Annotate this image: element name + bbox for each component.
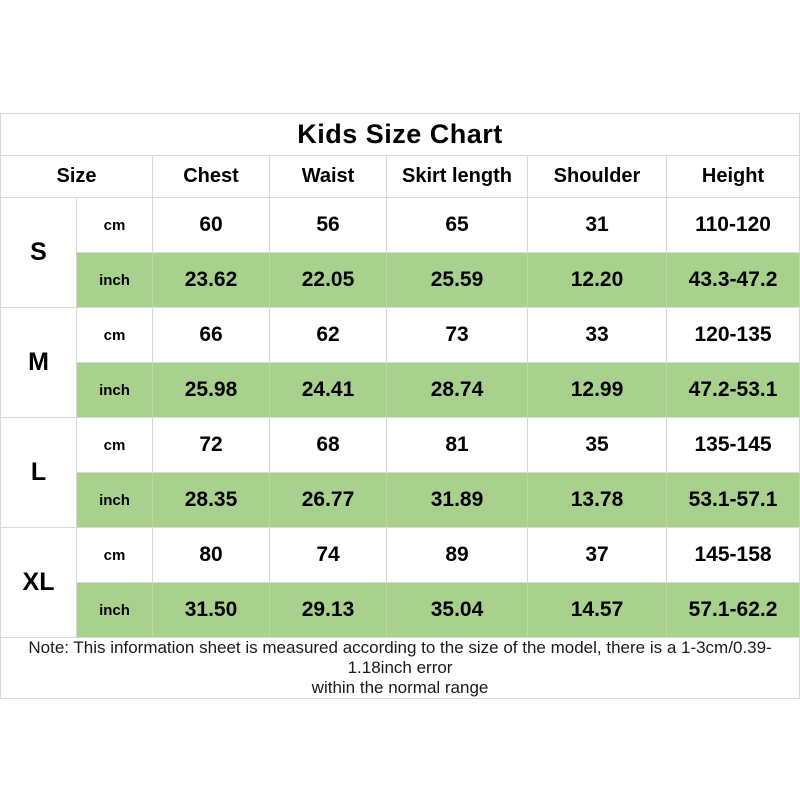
column-header-shoulder: Shoulder (528, 156, 667, 198)
note-text: Note: This information sheet is measured… (0, 638, 800, 699)
unit-label-inch: inch (77, 583, 153, 638)
cell-m-inch-shoulder: 12.99 (528, 363, 667, 418)
cell-l-inch-height: 53.1-57.1 (667, 473, 800, 528)
unit-label-inch: inch (77, 363, 153, 418)
size-label-l: L (0, 418, 77, 528)
cell-xl-cm-shoulder: 37 (528, 528, 667, 583)
unit-label-inch: inch (77, 253, 153, 308)
column-header-skirt-length: Skirt length (387, 156, 528, 198)
cell-s-cm-height: 110-120 (667, 198, 800, 253)
cell-l-cm-height: 135-145 (667, 418, 800, 473)
cell-m-inch-chest: 25.98 (153, 363, 270, 418)
cell-xl-cm-waist: 74 (270, 528, 387, 583)
unit-label-cm: cm (77, 308, 153, 363)
cell-s-inch-skirt-length: 25.59 (387, 253, 528, 308)
cell-l-inch-shoulder: 13.78 (528, 473, 667, 528)
cell-xl-cm-skirt-length: 89 (387, 528, 528, 583)
cell-xl-inch-waist: 29.13 (270, 583, 387, 638)
column-header-chest: Chest (153, 156, 270, 198)
cell-m-cm-waist: 62 (270, 308, 387, 363)
cell-l-inch-waist: 26.77 (270, 473, 387, 528)
cell-m-inch-waist: 24.41 (270, 363, 387, 418)
cell-xl-inch-skirt-length: 35.04 (387, 583, 528, 638)
unit-label-cm: cm (77, 418, 153, 473)
size-label-xl: XL (0, 528, 77, 638)
size-chart-table: Kids Size Chart Size Chest Waist Skirt l… (0, 113, 800, 699)
cell-xl-inch-height: 57.1-62.2 (667, 583, 800, 638)
cell-s-cm-waist: 56 (270, 198, 387, 253)
cell-xl-cm-chest: 80 (153, 528, 270, 583)
cell-s-inch-waist: 22.05 (270, 253, 387, 308)
cell-s-inch-height: 43.3-47.2 (667, 253, 800, 308)
cell-m-cm-shoulder: 33 (528, 308, 667, 363)
cell-s-cm-skirt-length: 65 (387, 198, 528, 253)
cell-m-cm-chest: 66 (153, 308, 270, 363)
cell-s-cm-shoulder: 31 (528, 198, 667, 253)
cell-l-cm-chest: 72 (153, 418, 270, 473)
cell-xl-inch-chest: 31.50 (153, 583, 270, 638)
unit-label-cm: cm (77, 528, 153, 583)
cell-s-cm-chest: 60 (153, 198, 270, 253)
cell-l-cm-waist: 68 (270, 418, 387, 473)
cell-xl-cm-height: 145-158 (667, 528, 800, 583)
note-line-1: Note: This information sheet is measured… (28, 638, 772, 677)
note-line-2: within the normal range (311, 678, 489, 697)
unit-label-inch: inch (77, 473, 153, 528)
unit-label-cm: cm (77, 198, 153, 253)
cell-l-inch-skirt-length: 31.89 (387, 473, 528, 528)
cell-m-inch-height: 47.2-53.1 (667, 363, 800, 418)
cell-l-inch-chest: 28.35 (153, 473, 270, 528)
size-label-s: S (0, 198, 77, 308)
page-title: Kids Size Chart (0, 114, 800, 156)
cell-xl-inch-shoulder: 14.57 (528, 583, 667, 638)
column-header-size: Size (0, 156, 153, 198)
cell-l-cm-shoulder: 35 (528, 418, 667, 473)
cell-m-inch-skirt-length: 28.74 (387, 363, 528, 418)
cell-m-cm-height: 120-135 (667, 308, 800, 363)
cell-s-inch-chest: 23.62 (153, 253, 270, 308)
cell-l-cm-skirt-length: 81 (387, 418, 528, 473)
column-header-height: Height (667, 156, 800, 198)
cell-s-inch-shoulder: 12.20 (528, 253, 667, 308)
column-header-waist: Waist (270, 156, 387, 198)
cell-m-cm-skirt-length: 73 (387, 308, 528, 363)
size-label-m: M (0, 308, 77, 418)
